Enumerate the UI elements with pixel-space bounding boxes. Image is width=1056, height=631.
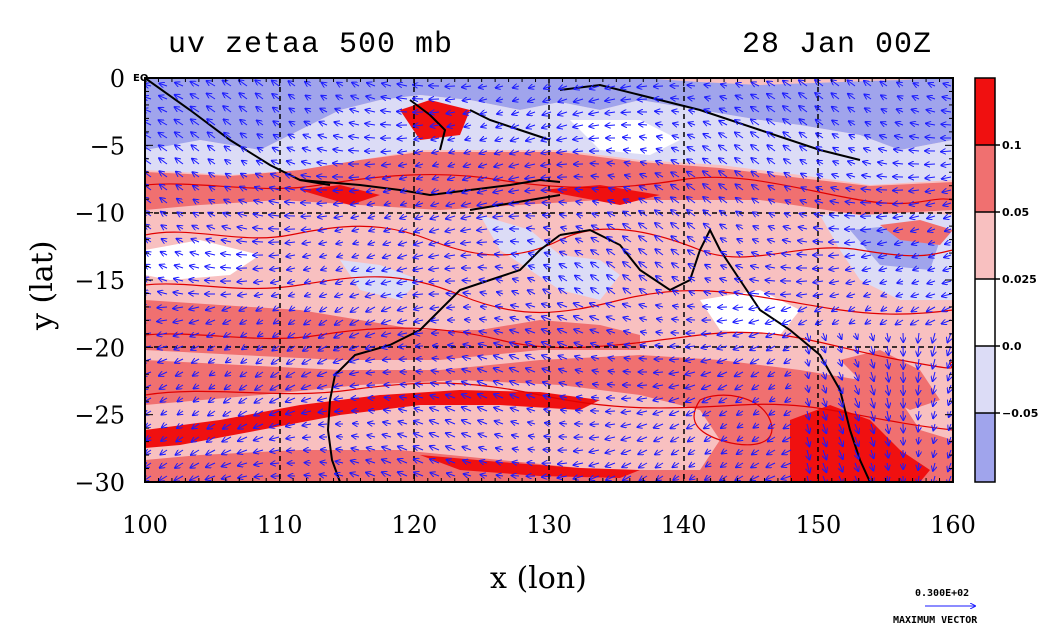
x-tick-label: 100 <box>122 511 168 539</box>
colorbar-label-5: −0.05 <box>1002 407 1038 420</box>
x-axis-label: x (lon) <box>490 561 587 596</box>
y-axis-label: y (lat) <box>25 241 60 331</box>
y-tick-label: −20 <box>74 334 125 362</box>
x-tick-label: 140 <box>661 511 707 539</box>
colorbar-segment-2 <box>975 145 995 212</box>
colorbar-label-2: 0.05 <box>1002 206 1029 219</box>
colorbar-segment-6 <box>975 413 995 482</box>
y-tick-labels: 0 −5 −10 −15 −20 −25 −30 <box>74 65 125 497</box>
colorbar-label-4: 0.0 <box>1002 340 1022 353</box>
y-tick-label: −10 <box>74 200 125 228</box>
y-tick-label: −15 <box>74 267 125 295</box>
title-right: 28 Jan 00Z <box>742 28 933 62</box>
max-vector-value: 0.300E+02 <box>915 588 969 599</box>
y-tick-label: −5 <box>90 132 125 160</box>
wind-vectors <box>145 80 951 482</box>
max-vector-legend: 0.300E+02 MAXIMUM VECTOR <box>893 588 978 626</box>
x-tick-label: 150 <box>795 511 841 539</box>
colorbar-segment-4 <box>975 279 995 346</box>
y-tick-label: 0 <box>110 65 125 93</box>
x-tick-label: 110 <box>257 511 303 539</box>
colorbar-label-1: 0.1 <box>1002 139 1022 152</box>
y-tick-label: −30 <box>74 469 125 497</box>
y-tick-label: −25 <box>74 402 125 430</box>
x-tick-label: 130 <box>526 511 572 539</box>
colorbar: 0.1 0.05 0.025 0.0 −0.05 <box>974 77 1038 483</box>
colorbar-segment-3 <box>975 212 995 279</box>
colorbar-label-3: 0.025 <box>1002 273 1037 286</box>
x-tick-label: 160 <box>930 511 976 539</box>
max-vector-label: MAXIMUM VECTOR <box>893 615 978 626</box>
colorbar-segment-1 <box>975 78 995 145</box>
eq-label: EQ <box>133 73 148 84</box>
x-tick-labels: 100 110 120 130 140 150 160 <box>122 511 976 539</box>
x-tick-label: 120 <box>391 511 437 539</box>
title-left: uv zetaa 500 mb <box>168 28 454 62</box>
minor-ticks <box>144 77 954 483</box>
colorbar-segment-5 <box>975 346 995 413</box>
